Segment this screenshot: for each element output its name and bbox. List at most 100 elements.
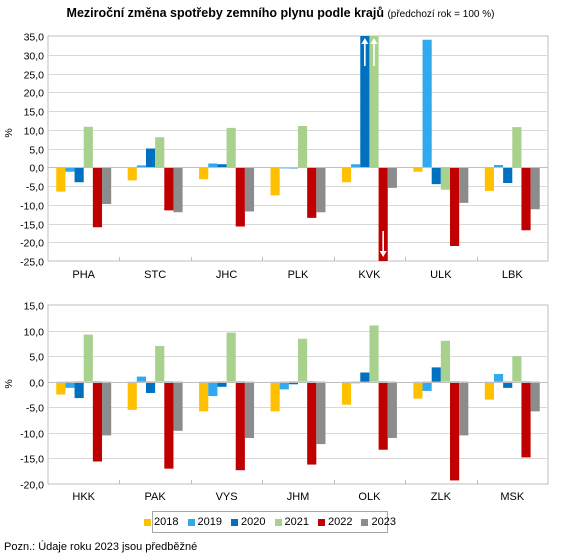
- bottom-bar-JHM-2023: [316, 381, 326, 445]
- bottom-bar-ZLK-2022: [450, 381, 460, 481]
- legend-label-2023: 2023: [371, 516, 396, 528]
- bottom-bar-PAK-2020: [145, 381, 156, 393]
- top-bar-STC-2020: [145, 148, 156, 168]
- top-chart-panel: -25,0 -20,0 -15,0 -10,0 -5,0 0,0 5,0 10,0 15,0 20…: [3, 32, 549, 281]
- top-bar-KVK-2019: [351, 164, 361, 168]
- bottom-bar-OLK-2018: [341, 381, 352, 405]
- top-bar-ULK-2020: [431, 167, 441, 185]
- top-bar-JHC-2022: [235, 167, 245, 227]
- top-overflow-arrowhead-KVK-2021: [370, 38, 378, 44]
- bottom-plot-area: [47, 304, 549, 485]
- legend-label-2021: 2021: [284, 516, 309, 528]
- top-bar-STC-2018: [127, 167, 137, 181]
- bottom-bar-VYS-2023: [244, 381, 255, 438]
- bottom-bar-MSK-2018: [484, 381, 494, 400]
- top-y-tick-label: 15,0: [24, 107, 45, 119]
- bottom-bar-VYS-2022: [235, 381, 245, 471]
- top-category-label-KVK: KVK: [358, 269, 381, 281]
- top-bar-KVK-2018: [341, 167, 352, 183]
- bottom-bar-JHM-2021: [298, 338, 308, 382]
- top-category-label-JHC: JHC: [216, 269, 237, 281]
- bottom-category-label-HKK: HKK: [72, 491, 95, 503]
- bottom-bar-PAK-2022: [164, 381, 174, 469]
- bottom-y-tick-label: -10,0: [20, 429, 44, 441]
- bottom-y-tick-label: 15,0: [24, 301, 45, 313]
- bottom-bar-MSK-2020: [503, 381, 513, 388]
- top-bar-ULK-2019: [422, 39, 432, 168]
- bottom-bar-ZLK-2018: [413, 381, 423, 399]
- top-plot-area: [47, 35, 549, 262]
- top-bar-ULK-2023: [459, 167, 469, 203]
- top-bar-PHA-2018: [56, 167, 66, 192]
- top-bar-PLK-2023: [316, 167, 326, 213]
- legend-entry-2021: 2021: [274, 516, 309, 528]
- top-bar-PHA-2019: [65, 167, 75, 172]
- bottom-bar-MSK-2019: [493, 374, 504, 382]
- bottom-bar-HKK-2020: [74, 381, 84, 399]
- top-bar-PLK-2018: [270, 167, 280, 196]
- bottom-bar-OLK-2023: [387, 381, 397, 438]
- top-bar-PLK-2022: [307, 167, 317, 218]
- top-bar-STC-2021: [155, 137, 165, 168]
- bottom-bar-PAK-2019: [136, 376, 146, 382]
- bottom-bar-VYS-2019: [208, 381, 218, 397]
- bottom-bar-HKK-2022: [92, 381, 103, 462]
- legend-entry-2018: 2018: [144, 516, 179, 528]
- top-bar-ULK-2021: [440, 167, 451, 190]
- top-bar-JHC-2020: [217, 164, 227, 168]
- top-y-tick-label: 10,0: [24, 126, 45, 138]
- top-category-label-STC: STC: [144, 269, 166, 281]
- top-bar-LBK-2023: [530, 167, 540, 210]
- bottom-y-tick-label: 0,0: [29, 378, 44, 390]
- top-bar-LBK-2022: [521, 167, 531, 231]
- top-y-tick-label: 20,0: [24, 88, 45, 100]
- top-bar-ULK-2022: [450, 167, 460, 246]
- bottom-bar-JHM-2022: [307, 381, 317, 465]
- bottom-bar-ZLK-2019: [422, 381, 432, 391]
- top-y-tick-label: 0,0: [29, 163, 44, 175]
- top-bar-PHA-2021: [83, 126, 93, 168]
- bottom-bar-HKK-2018: [56, 381, 66, 395]
- top-y-tick-label: -25,0: [20, 257, 44, 269]
- bottom-bar-VYS-2018: [199, 381, 209, 412]
- legend-swatch-2020: [231, 518, 239, 526]
- top-bar-LBK-2019: [493, 165, 504, 168]
- legend-label-2019: 2019: [197, 516, 223, 528]
- top-bar-STC-2019: [136, 165, 146, 168]
- top-category-label-PHA: PHA: [72, 269, 95, 281]
- bottom-bar-OLK-2022: [378, 381, 388, 450]
- top-bar-KVK-2021: [369, 36, 379, 168]
- footnote: Pozn.: Údaje roku 2023 jsou předběžné: [4, 541, 198, 553]
- legend-entry-2020: 2020: [231, 516, 266, 528]
- top-category-label-ULK: ULK: [430, 269, 452, 281]
- legend-entry-2022: 2022: [317, 516, 353, 528]
- top-category-label-PLK: PLK: [288, 269, 309, 281]
- bottom-bar-MSK-2021: [512, 356, 522, 382]
- top-bar-LBK-2021: [512, 127, 522, 168]
- top-y-tick-label: -20,0: [20, 238, 44, 250]
- top-bar-KVK-2022: [378, 167, 388, 261]
- top-bar-KVK-2020: [360, 36, 370, 168]
- bottom-bar-ZLK-2021: [440, 340, 451, 382]
- bottom-bar-HKK-2021: [83, 334, 93, 382]
- bottom-bar-ZLK-2023: [459, 381, 469, 436]
- bottom-bar-PAK-2023: [173, 381, 183, 431]
- bottom-bar-OLK-2020: [360, 372, 370, 382]
- top-y-tick-label: 35,0: [24, 32, 45, 44]
- top-y-tick-label: -15,0: [20, 220, 44, 232]
- legend-entry-2023: 2023: [361, 516, 396, 528]
- bottom-bar-ZLK-2020: [431, 367, 441, 382]
- chart-subtitle: (předchozí rok = 100 %): [387, 9, 495, 20]
- top-bar-PHA-2023: [102, 167, 112, 204]
- chart-title: Meziroční změna spotřeby zemního plynu p…: [0, 6, 561, 20]
- bottom-bar-OLK-2021: [369, 325, 379, 382]
- top-overflow-arrowhead-KVK-2020: [361, 38, 369, 44]
- bottom-bar-PAK-2021: [155, 345, 165, 382]
- bottom-category-label-ZLK: ZLK: [431, 491, 452, 503]
- bottom-category-label-PAK: PAK: [145, 491, 167, 503]
- bottom-y-tick-label: 5,0: [29, 352, 44, 364]
- top-y-tick-label: 25,0: [24, 70, 45, 82]
- top-bar-JHC-2019: [208, 163, 218, 168]
- legend-label-2022: 2022: [327, 516, 353, 528]
